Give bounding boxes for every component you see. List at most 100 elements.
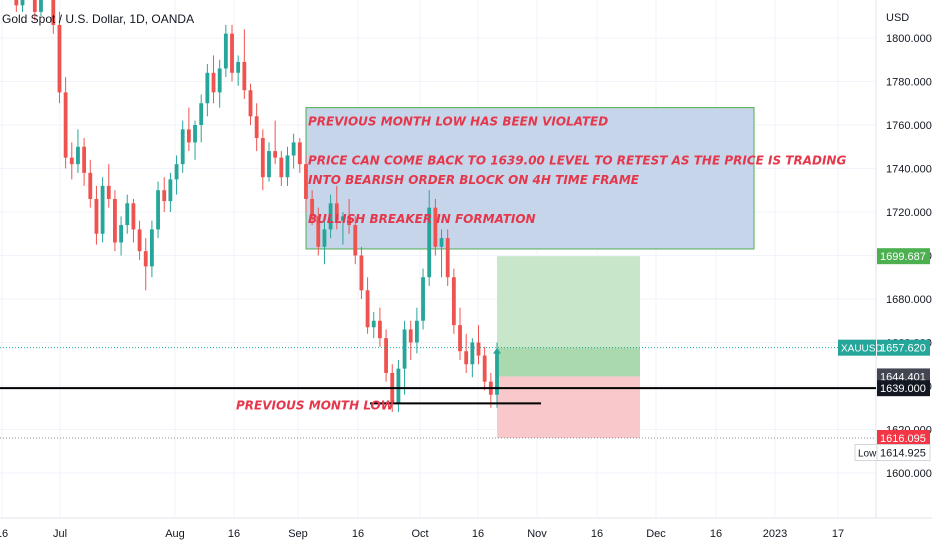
candle-body	[378, 320, 382, 339]
horizontal-lines	[0, 347, 876, 439]
candle-body	[156, 190, 160, 230]
candle-body	[106, 185, 111, 199]
y-tick-label: 1780.000	[886, 77, 932, 89]
y-tick-label: 1720.000	[886, 207, 932, 219]
candle-body	[199, 103, 204, 125]
x-tick-label: Sep	[288, 528, 308, 540]
price-label-text: 1657.620	[880, 343, 926, 355]
x-tick-label: 16	[0, 528, 8, 540]
annotation-line: INTO BEARISH ORDER BLOCK ON 4H TIME FRAM…	[308, 173, 640, 187]
candle-body	[285, 155, 290, 178]
x-tick-label: 16	[710, 528, 722, 540]
candle-body	[119, 225, 123, 243]
annotation-texts: PREVIOUS MONTH LOW PREVIOUS MONTH LOW HAS…	[236, 115, 846, 413]
x-tick-label: 16	[352, 528, 364, 540]
candle-body	[51, 0, 56, 25]
candle-body	[273, 151, 278, 158]
candle-body	[267, 151, 271, 178]
candle-body	[168, 179, 173, 202]
x-tick-label: Nov	[527, 528, 547, 540]
candle-body	[451, 277, 456, 326]
candle-body	[445, 238, 450, 278]
candle-body	[113, 198, 117, 243]
candle-body	[236, 61, 241, 73]
y-tick-label: 1800.000	[886, 33, 932, 45]
candle-body	[162, 190, 167, 202]
y-tick-label: 1740.000	[886, 164, 932, 176]
price-label-text: 1614.925	[880, 448, 926, 460]
annotation-line: BULLISH BREAKER IN FORMATION	[308, 212, 536, 226]
candle-body	[248, 90, 253, 117]
candle-body	[439, 238, 444, 247]
candle-body	[137, 229, 142, 252]
candle-body	[414, 320, 419, 343]
candle-body	[402, 329, 407, 369]
x-tick-label: 16	[472, 528, 484, 540]
candle-body	[260, 138, 265, 178]
candle-body	[230, 33, 234, 73]
candle-body	[304, 164, 308, 199]
candle-body	[57, 24, 62, 93]
candle-body	[82, 146, 87, 173]
candle-body	[476, 342, 481, 356]
price-label-text: 1699.687	[880, 251, 926, 263]
candle-body	[223, 33, 228, 69]
price-label-badge	[877, 380, 930, 397]
x-tick-label: Oct	[411, 528, 428, 540]
low-tag-badge	[854, 444, 878, 462]
candle-body	[297, 142, 302, 165]
candle-body	[94, 198, 99, 234]
candle-body	[458, 325, 462, 352]
candle-body	[69, 157, 74, 165]
candle-body	[143, 251, 148, 267]
loss-zone	[497, 376, 640, 438]
candle-body	[254, 116, 259, 139]
price-axis[interactable]: 1600.0001620.0001640.0001660.0001680.000…	[838, 12, 932, 480]
candle-body	[427, 207, 432, 278]
currency-label: USD	[886, 12, 909, 24]
candle-body	[76, 146, 80, 165]
y-tick-label: 1760.000	[886, 120, 932, 132]
candle-body	[211, 72, 216, 93]
candle-body	[482, 355, 487, 382]
candle-body	[353, 225, 358, 256]
price-label-text: 1639.000	[880, 383, 926, 395]
candle-body	[291, 142, 296, 156]
chart-title: Gold Spot / U.S. Dollar, 1D, OANDA	[2, 12, 194, 26]
candle-body	[100, 185, 105, 234]
y-tick-label: 1680.000	[886, 294, 932, 306]
candle-body	[421, 277, 425, 321]
candle-body	[149, 229, 154, 267]
candle-body	[193, 125, 197, 143]
candle-body	[316, 216, 321, 247]
candle-body	[205, 72, 210, 104]
candle-body	[470, 342, 475, 365]
annotation-box	[305, 107, 755, 250]
candle-body	[20, 0, 25, 6]
candle-body	[322, 229, 327, 247]
candle-body	[125, 203, 130, 226]
profit-filled-zone	[497, 347, 640, 377]
candle-body	[217, 68, 222, 93]
candle-body	[495, 351, 499, 395]
price-label-text: 1616.095	[880, 433, 926, 445]
candle-body	[384, 338, 388, 373]
candle-body	[347, 216, 352, 226]
current-price-arrow	[493, 347, 501, 354]
x-tick-label: 16	[228, 528, 240, 540]
x-tick-label: Dec	[646, 528, 666, 540]
candle-body	[371, 320, 376, 328]
candle-body	[433, 207, 438, 247]
candle-body	[408, 329, 413, 343]
candle-body	[328, 203, 333, 230]
drawing-layer	[305, 107, 755, 438]
y-tick-label: 1600.000	[886, 468, 932, 480]
candle-body	[63, 92, 68, 158]
time-axis[interactable]: 16 Jul Aug 16 Sep 16 Oct 16 Nov 16 Dec 16 2023 17	[0, 528, 844, 540]
candle-body	[14, 0, 19, 6]
x-tick-label: Aug	[165, 528, 185, 540]
x-tick-label: 2023	[763, 528, 787, 540]
symbol-tag-text: XAUUSD	[841, 344, 883, 355]
candle-body	[279, 157, 284, 178]
